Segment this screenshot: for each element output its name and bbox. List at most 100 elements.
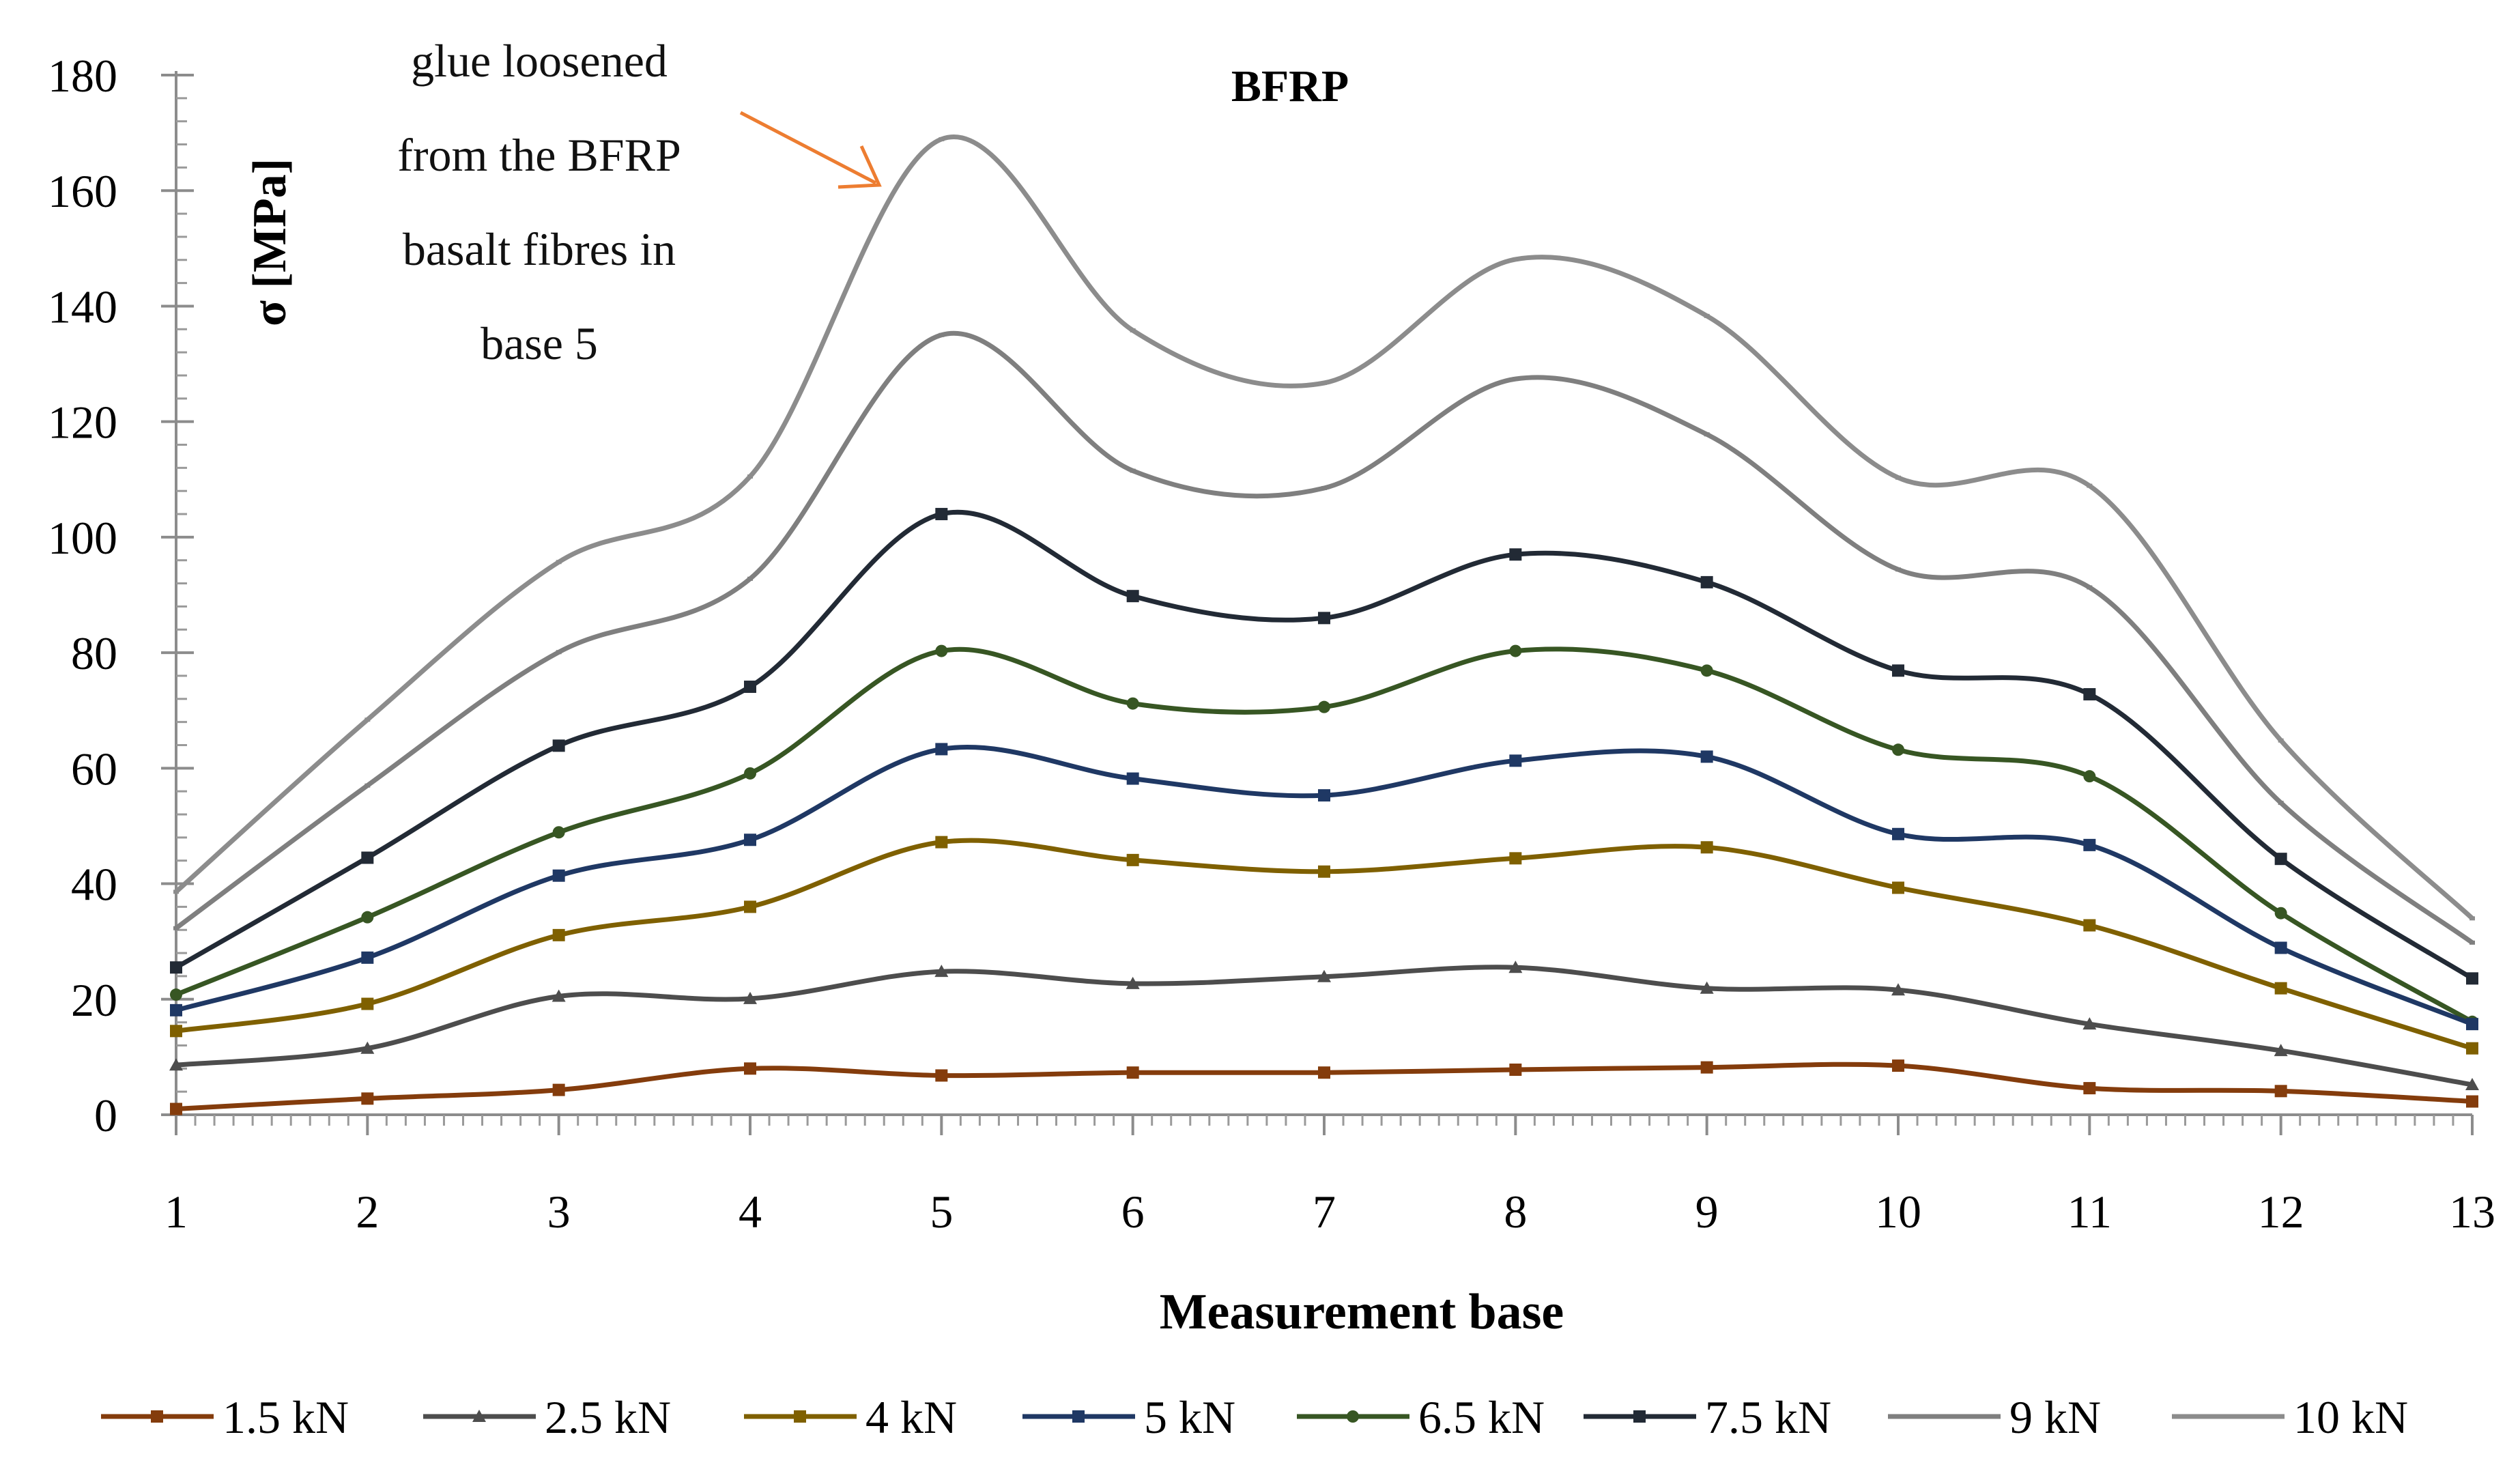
legend-item: 10 kN [2172, 1391, 2408, 1443]
data-point [744, 1062, 756, 1075]
data-point [1892, 664, 1904, 677]
data-point [1126, 697, 1139, 710]
data-point [170, 1102, 182, 1115]
data-point [552, 989, 566, 1002]
x-tick-label: 7 [1313, 1186, 1336, 1238]
y-tick-label: 20 [71, 974, 117, 1026]
x-tick-label: 2 [356, 1186, 379, 1238]
labels: BFRP Measurement base σ [MPa] glue loose… [244, 35, 1564, 1340]
data-point [744, 900, 756, 913]
x-tick-label: 11 [2067, 1186, 2112, 1238]
y-tick-label: 80 [71, 627, 117, 679]
y-tick-label: 60 [71, 743, 117, 795]
data-point [1126, 1066, 1139, 1079]
data-point [1513, 377, 1519, 382]
data-point [1509, 852, 1522, 865]
legend-marker [794, 1410, 806, 1423]
data-point [1126, 853, 1139, 866]
data-point [1509, 1064, 1522, 1077]
data-point [1509, 548, 1522, 561]
series-10-kN [173, 134, 2475, 921]
data-point [2083, 770, 2096, 783]
x-axis-label: Measurement base [1160, 1284, 1564, 1340]
x-tick-label: 5 [930, 1186, 953, 1238]
data-point [1700, 981, 1714, 994]
legend-label: 10 kN [2293, 1391, 2408, 1443]
y-tick-label: 0 [94, 1089, 117, 1141]
legend-marker [151, 1410, 163, 1423]
data-point [1700, 841, 1713, 854]
x-tick-label: 4 [739, 1186, 762, 1238]
annotation-line-2: from the BFRP [397, 129, 681, 181]
y-tick-label: 160 [48, 165, 117, 217]
data-point [1318, 1066, 1330, 1079]
data-point [1321, 485, 1327, 490]
series-4-kN [170, 836, 2478, 1055]
y-tick-label: 100 [48, 512, 117, 564]
data-point [1700, 664, 1713, 677]
data-point [2278, 738, 2284, 743]
legend-marker [1072, 1410, 1085, 1423]
data-point [935, 836, 948, 849]
legend-item: 4 kN [744, 1391, 957, 1443]
data-point [1130, 468, 1136, 473]
data-point [2082, 1017, 2097, 1030]
data-point [1704, 432, 1710, 437]
data-point [1892, 881, 1904, 894]
x-tick-label: 6 [1121, 1186, 1145, 1238]
annotation: glue loosened from the BFRP basalt fibre… [397, 35, 882, 369]
legend-label: 6.5 kN [1418, 1391, 1545, 1443]
legend-label: 5 kN [1144, 1391, 1235, 1443]
data-point [552, 1083, 565, 1096]
data-point [2466, 1042, 2478, 1055]
data-point [2274, 941, 2287, 954]
data-point [1318, 789, 1330, 802]
data-point [744, 834, 756, 846]
series-2-5-kN [169, 960, 2479, 1091]
data-point [935, 1069, 948, 1082]
y-tick-label: 120 [48, 397, 117, 448]
data-point [361, 997, 374, 1010]
data-point [361, 1092, 374, 1105]
x-tick-label: 12 [2258, 1186, 2304, 1238]
series-6-5-kN [170, 644, 2478, 1028]
annotation-line-1: glue loosened [411, 35, 668, 87]
legend-item: 5 kN [1022, 1391, 1235, 1443]
series-9-kN [173, 330, 2475, 945]
data-point [2465, 1078, 2479, 1091]
data-point [1318, 700, 1330, 713]
data-point [2083, 1082, 2096, 1095]
data-point [1892, 827, 1904, 840]
data-point [552, 928, 565, 941]
data-point [2469, 916, 2475, 921]
arrow-shaft [739, 111, 877, 185]
data-point [2466, 1018, 2478, 1031]
data-point [2466, 1095, 2478, 1108]
x-tick-label: 3 [547, 1186, 571, 1238]
data-point [361, 911, 374, 924]
arrow-head [837, 145, 882, 189]
data-point [2469, 940, 2475, 945]
legend-marker [1347, 1410, 1359, 1423]
data-point [939, 332, 945, 337]
data-point [1700, 1061, 1713, 1074]
data-point [173, 889, 179, 894]
legend-item: 1.5 kN [101, 1391, 349, 1443]
data-point [1126, 976, 1140, 989]
legend-item: 9 kN [1888, 1391, 2101, 1443]
data-point [2087, 483, 2093, 488]
data-point [1318, 865, 1330, 878]
data-point [361, 851, 374, 864]
legend-marker [472, 1410, 486, 1422]
data-point [939, 137, 945, 141]
legend-label: 9 kN [2009, 1391, 2101, 1443]
data-point [169, 1058, 183, 1071]
data-point [1895, 567, 1901, 572]
data-point [173, 926, 179, 930]
y-tick-label: 140 [48, 281, 117, 332]
data-point [1700, 750, 1713, 763]
data-point [1509, 644, 1522, 657]
data-point [2274, 1085, 2287, 1098]
series-group [169, 134, 2479, 1115]
